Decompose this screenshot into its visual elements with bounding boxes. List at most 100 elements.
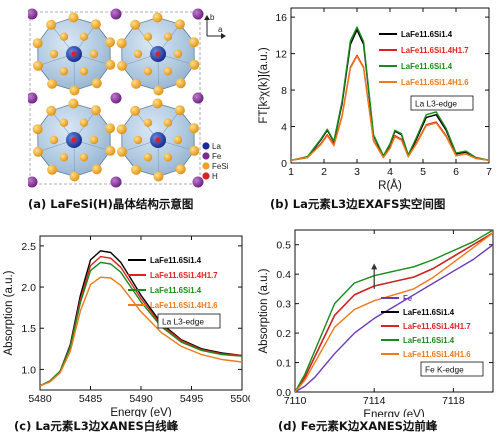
edge-annotation-label: Fe K-edge — [425, 365, 464, 375]
chart-legend: LaFe11.6Si1.4 LaFe11.6Si1.4H1.7 LaFe11.6Si… — [379, 30, 469, 87]
y-tick-label: 2.0 — [21, 282, 36, 294]
y-tick-label: 0.5 — [276, 240, 291, 252]
fesi-atom — [189, 145, 200, 156]
edge-annotation: Fe K-edge — [420, 361, 484, 377]
fesi-atom — [117, 146, 127, 157]
chart-legend: Fe LaFe11.6Si1.4 LaFe11.6Si1.4H1.7 LaFe11.6… — [381, 294, 471, 359]
fesi-atom — [153, 171, 164, 182]
cluster-3 — [32, 98, 116, 182]
legend-entry: LaFe11.6Si1.4H1.7 — [379, 46, 469, 55]
fesi-atom — [163, 32, 173, 41]
legend-swatch — [202, 172, 210, 180]
fesi-atom — [189, 123, 199, 134]
legend-label: LaFe11.6Si1.4H1.6 — [150, 301, 218, 310]
series-line-3 — [40, 261, 242, 387]
legend-entry: LaFe11.6Si1.4 — [379, 62, 453, 71]
fesi-atom — [91, 78, 102, 89]
fe-atom — [28, 92, 38, 104]
y-tick-label: 0.2 — [276, 328, 291, 340]
series-line-4 — [40, 276, 242, 387]
panel-d-xanes: 7110 7114 7118 0.0 0.1 0.2 0.3 0.4 0.5 Energy (eV… — [255, 222, 500, 417]
legend-label: La — [212, 142, 221, 151]
fesi-atom — [152, 12, 163, 23]
x-tick-label: 7114 — [363, 395, 386, 407]
legend-label: LaFe11.6Si1.4 — [150, 256, 202, 265]
y-axis-label: FT[k³χ(k)](a.u.) — [258, 47, 270, 123]
fesi-atom — [117, 60, 127, 71]
fesi-atom — [69, 171, 80, 182]
x-tick-label: 1 — [288, 166, 294, 178]
h-atom — [155, 137, 161, 143]
fe-atom — [28, 176, 38, 188]
panel-c-xanes: 5480 5485 5490 5495 5500 1.0 1.5 2.0 2.5 Energy (… — [0, 222, 250, 417]
chart-b: 1 2 3 4 5 6 70481216R(Å)FT[k³χ(k)](a.u.)LaFe11… — [258, 7, 492, 192]
x-tick-label: 7118 — [442, 395, 465, 407]
x-tick-label: 5 — [420, 166, 426, 178]
edge-annotation-box — [420, 361, 484, 377]
fesi-atom — [59, 67, 69, 76]
fesi-atom — [131, 78, 142, 89]
fesi-atom — [143, 153, 153, 162]
fesi-atom — [133, 49, 143, 59]
fesi-atom — [33, 146, 43, 157]
series-line-4 — [291, 55, 489, 161]
fesi-atom — [59, 153, 69, 162]
fesi-atom — [175, 78, 186, 89]
cluster-2 — [116, 12, 200, 96]
legend-entry: LaFe11.6Si1.4 — [128, 256, 202, 265]
caption-c: (c) La元素L3边XANES白线峰 — [14, 419, 179, 433]
series-line-3 — [291, 26, 489, 161]
fe-atom — [192, 92, 204, 104]
x-tick-label: 5495 — [180, 393, 204, 405]
fesi-atom — [79, 118, 89, 127]
h-atom — [155, 51, 161, 57]
edge-annotation: La L3-edge — [410, 95, 474, 111]
x-tick-label: 7 — [486, 166, 492, 178]
legend-label: LaFe11.6Si1.4 — [403, 336, 455, 345]
y-tick-label: 0.3 — [276, 299, 291, 311]
y-tick-label: 12 — [275, 49, 287, 61]
y-tick-label: 4 — [281, 122, 287, 134]
chart-c: 5480 5485 5490 5495 5500 1.0 1.5 2.0 2.5 Energy (… — [3, 235, 250, 417]
chart-legend: LaFe11.6Si1.4 LaFe11.6Si1.4H1.7 LaFe11.6Si… — [128, 256, 218, 310]
fe-atom — [28, 8, 38, 20]
y-tick-label: 0.0 — [276, 387, 291, 399]
fesi-atom — [32, 38, 43, 49]
y-axis-label: Absorption (a.u.) — [258, 268, 270, 353]
legend-entry: LaFe11.6Si1.4H1.6 — [381, 350, 471, 359]
legend-entry: La — [202, 142, 221, 151]
panel-b-exafs: 1 2 3 4 5 6 7 0 4 8 12 16 R(Å) FT[k³χ(k)](a.u.) LaFe11… — [255, 0, 500, 200]
legend-label: LaFe11.6Si1.4H1.6 — [401, 78, 469, 87]
h-atom — [71, 51, 77, 57]
y-axis-label: Absorption (a.u.) — [3, 270, 15, 355]
fesi-atom — [175, 164, 186, 175]
panel-a-structure: b a La Fe FeSi H — [28, 6, 230, 188]
legend-swatch — [202, 152, 210, 160]
legend-entry: LaFe11.6Si1.4 — [381, 308, 455, 317]
fe-atom — [110, 176, 122, 188]
legend-entry: H — [202, 172, 218, 181]
fesi-atom — [68, 12, 79, 23]
fesi-atom — [33, 60, 43, 71]
fesi-atom — [79, 153, 89, 162]
fesi-atom — [153, 85, 164, 96]
caption-b: (b) La元素L3边EXAFS实空间图 — [270, 197, 446, 211]
chart-d: 7110 7114 7118 0.0 0.1 0.2 0.3 0.4 0.5 Energy (eV… — [258, 229, 494, 417]
fesi-atom — [47, 164, 58, 175]
fesi-atom — [143, 32, 153, 41]
fesi-atom — [69, 85, 80, 96]
fesi-atom — [90, 105, 101, 116]
pre-edge-arrowhead — [371, 263, 378, 270]
legend-label: LaFe11.6Si1.4 — [403, 308, 455, 317]
fesi-atom — [105, 37, 115, 48]
fesi-atom — [68, 98, 79, 109]
legend-entry: LaFe11.6Si1.4H1.6 — [379, 78, 469, 87]
x-axis-label: R(Å) — [378, 179, 402, 192]
fesi-atom — [46, 105, 57, 116]
fe-atom — [192, 8, 204, 20]
legend-label: LaFe11.6Si1.4 — [150, 286, 202, 295]
fesi-atom — [163, 153, 173, 162]
legend-label: Fe — [212, 152, 222, 161]
axis-b-label: b — [210, 13, 215, 22]
